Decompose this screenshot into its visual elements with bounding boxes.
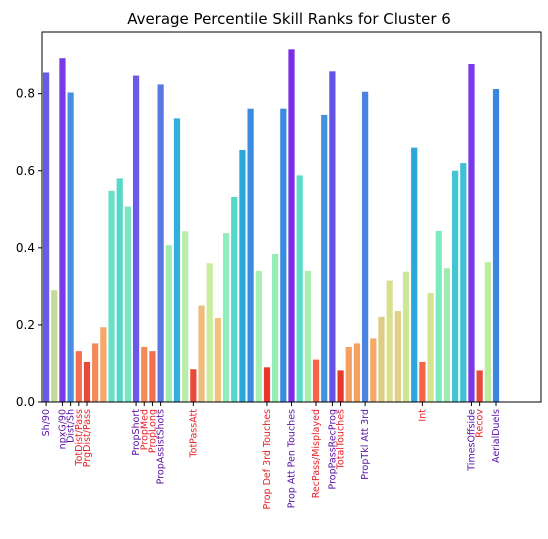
bar bbox=[263, 367, 271, 402]
bar bbox=[419, 361, 426, 402]
bar bbox=[231, 196, 238, 402]
bar bbox=[132, 75, 140, 403]
bar bbox=[190, 369, 197, 402]
bar bbox=[427, 292, 434, 402]
bar bbox=[59, 58, 66, 403]
bar bbox=[452, 170, 459, 402]
x-tick-label: TotDist/Pass bbox=[74, 409, 85, 467]
bar bbox=[304, 270, 311, 402]
x-tick-label: Prop Att Pen Touches bbox=[287, 409, 298, 508]
bar bbox=[329, 71, 336, 402]
bar bbox=[280, 108, 287, 402]
y-tick-label: 0.0 bbox=[16, 395, 35, 409]
bar bbox=[296, 175, 303, 402]
y-tick-label: 0.8 bbox=[16, 87, 35, 101]
bar bbox=[411, 147, 418, 402]
bar bbox=[435, 230, 442, 403]
bar bbox=[141, 346, 148, 402]
bar bbox=[239, 149, 246, 402]
bar bbox=[206, 263, 213, 402]
bar bbox=[173, 118, 181, 402]
x-tick-label: Int bbox=[417, 409, 428, 422]
y-tick-label: 0.2 bbox=[16, 318, 35, 332]
bar bbox=[394, 311, 401, 402]
bar bbox=[157, 84, 164, 403]
bar bbox=[312, 359, 320, 402]
bar bbox=[182, 231, 189, 402]
x-tick-label: Recov bbox=[475, 409, 486, 438]
bar bbox=[75, 351, 82, 403]
bar bbox=[468, 63, 475, 403]
bar bbox=[92, 343, 99, 402]
bar bbox=[378, 316, 385, 402]
x-tick-label: TimesOffside bbox=[466, 409, 477, 472]
x-tick-label: TotPassAtt bbox=[188, 409, 199, 459]
bar bbox=[484, 262, 491, 402]
x-tick-label: PropPassRecProg bbox=[327, 409, 338, 489]
x-tick-label: Dist/Sh bbox=[66, 409, 77, 443]
x-tick-label: PropShort bbox=[131, 409, 142, 456]
bar bbox=[476, 370, 483, 402]
x-tick-label: PropAssistShots bbox=[156, 409, 167, 484]
y-tick-label: 0.6 bbox=[16, 164, 35, 178]
bars bbox=[42, 49, 500, 403]
bar bbox=[370, 338, 377, 402]
bar bbox=[353, 343, 361, 402]
bar bbox=[460, 163, 467, 402]
bar bbox=[67, 92, 74, 402]
y-tick-label: 0.4 bbox=[16, 241, 35, 255]
bar bbox=[443, 268, 451, 402]
x-tick-label: PropTkl Att 3rd bbox=[360, 409, 371, 480]
bar bbox=[83, 361, 91, 402]
x-tick-label: npxG/90 bbox=[57, 409, 68, 449]
bar bbox=[198, 305, 205, 402]
bar bbox=[222, 233, 230, 402]
x-tick-label: RecPass/Misplayed bbox=[311, 409, 322, 498]
bar bbox=[288, 49, 295, 403]
bar bbox=[255, 270, 262, 402]
bar bbox=[337, 370, 344, 402]
bar bbox=[165, 245, 172, 402]
bar bbox=[247, 108, 254, 402]
bar bbox=[402, 271, 410, 402]
x-tick-label: AerialDuels bbox=[491, 409, 502, 463]
bar bbox=[214, 317, 221, 402]
y-axis: 0.0 0.2 0.4 0.6 0.8 bbox=[16, 87, 42, 409]
bar bbox=[51, 290, 58, 402]
bar bbox=[492, 89, 500, 402]
x-tick-label: PropLong bbox=[147, 409, 158, 453]
x-tick-label: PropMed bbox=[139, 409, 150, 450]
bar bbox=[108, 190, 115, 402]
plot-frame bbox=[41, 31, 542, 403]
bar bbox=[124, 206, 131, 402]
bar bbox=[149, 351, 156, 403]
bar bbox=[272, 254, 279, 402]
x-tick-label: PrgDist/Pass bbox=[82, 409, 93, 467]
x-axis: Sh/90 npxG/90Dist/ShTotDist/PassPrgDist/P… bbox=[41, 402, 502, 510]
bar bbox=[386, 280, 393, 402]
bar bbox=[116, 178, 123, 402]
bar bbox=[42, 72, 50, 402]
bar bbox=[362, 91, 369, 403]
bar bbox=[100, 327, 107, 402]
bar bbox=[345, 346, 352, 402]
x-tick-label: TotalTouches bbox=[336, 409, 347, 470]
bar bbox=[321, 114, 328, 403]
x-tick-label: Prop Def 3rd Touches bbox=[262, 409, 273, 510]
x-tick-label: Sh/90 bbox=[41, 409, 52, 436]
chart-title: Average Percentile Skill Ranks for Clust… bbox=[127, 10, 451, 28]
